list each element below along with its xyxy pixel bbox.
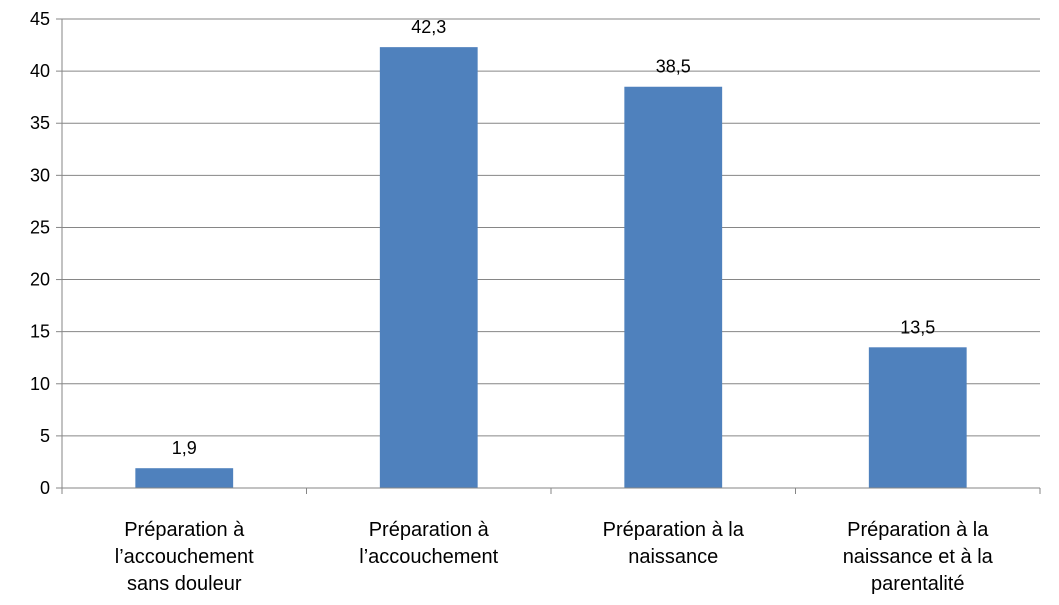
- category-label-line: Préparation à la: [847, 519, 989, 541]
- y-tick-label: 45: [30, 9, 50, 29]
- category-label: Préparation à la naissance et à la parenta…: [843, 519, 994, 595]
- y-tick-label: 0: [40, 478, 50, 498]
- category-label-line: Préparation à: [124, 519, 245, 541]
- axes: [56, 18, 1041, 494]
- category-label: Préparation à la naissance: [603, 519, 745, 568]
- y-tick-label: 20: [30, 270, 50, 290]
- data-label: 38,5: [656, 57, 691, 77]
- bar: [624, 86, 723, 488]
- category-label: Préparation à l’accouchement: [359, 519, 498, 568]
- category-label-line: naissance: [628, 546, 718, 568]
- category-label-line: sans douleur: [127, 573, 242, 595]
- y-tick-label: 15: [30, 322, 50, 342]
- category-label: Préparation à l’accouchement sans douleur: [115, 519, 254, 595]
- y-tick-label: 5: [40, 426, 50, 446]
- category-label-line: naissance et à la: [843, 546, 994, 568]
- data-labels: 1,9 42,3 38,5 13,5: [172, 17, 936, 458]
- category-label-line: l’accouchement: [115, 546, 254, 568]
- category-label-line: l’accouchement: [359, 546, 498, 568]
- category-label-line: Préparation à la: [603, 519, 745, 541]
- y-tick-label: 40: [30, 61, 50, 81]
- y-tick-label: 35: [30, 113, 50, 133]
- y-tick-label: 30: [30, 165, 50, 185]
- bar: [868, 347, 967, 488]
- gridlines: [62, 18, 1040, 437]
- data-label: 13,5: [900, 317, 935, 337]
- y-tick-label: 25: [30, 217, 50, 237]
- y-tick-label: 10: [30, 374, 50, 394]
- bars: [135, 47, 967, 488]
- data-label: 1,9: [172, 438, 197, 458]
- bar: [135, 468, 234, 488]
- bar: [379, 47, 478, 488]
- y-tick-labels: 0 5 10 15 20 25 30 35 40 45: [30, 9, 50, 498]
- data-label: 42,3: [411, 17, 446, 37]
- category-label-line: parentalité: [871, 573, 964, 595]
- category-label-line: Préparation à: [369, 519, 490, 541]
